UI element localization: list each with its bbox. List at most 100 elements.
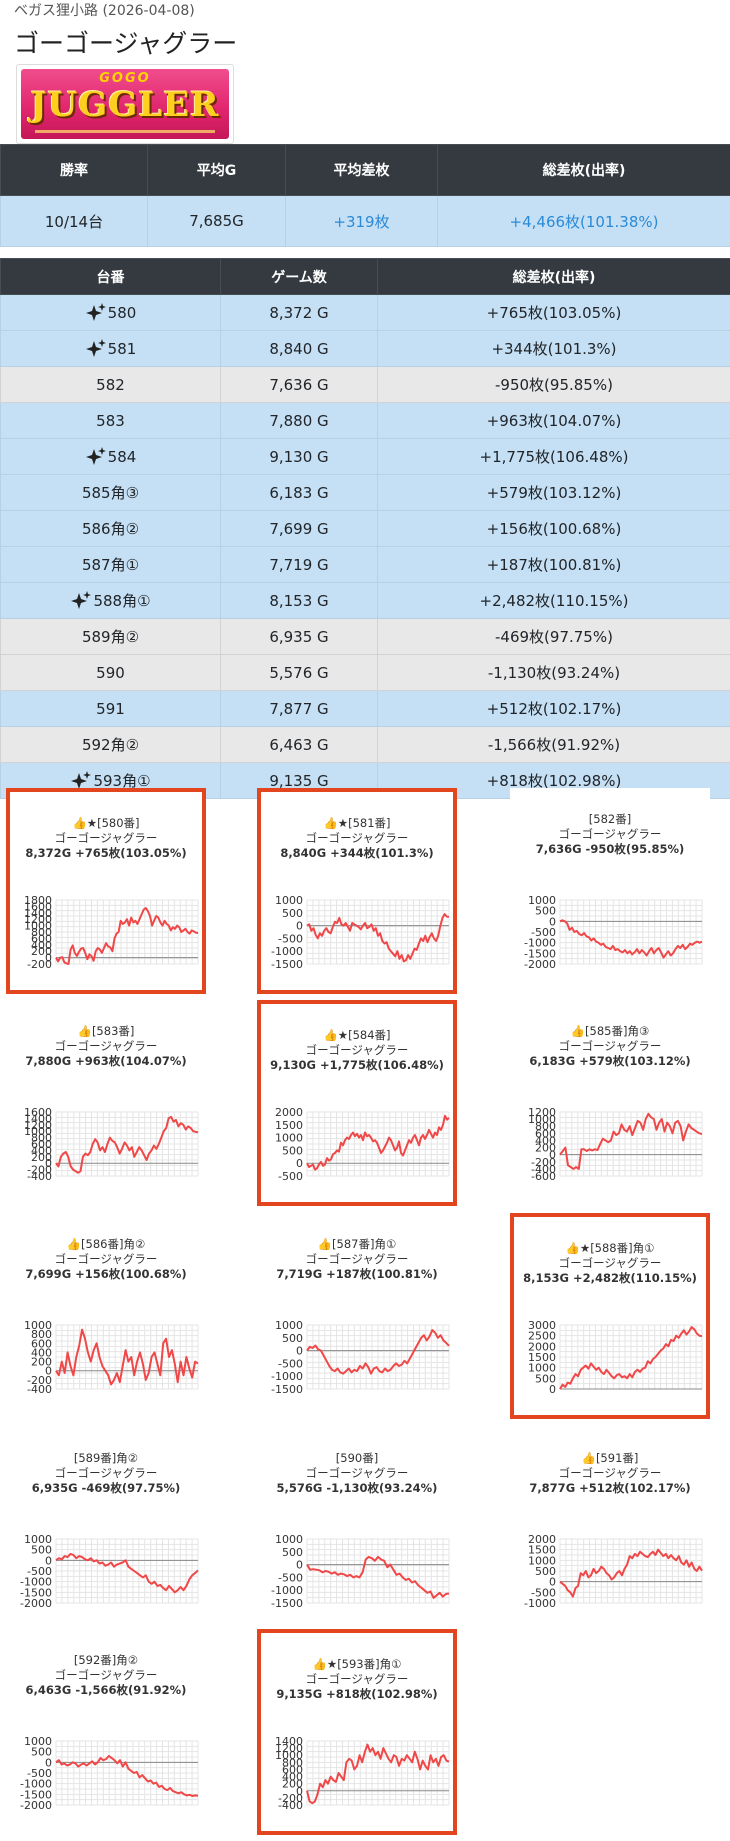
machine-chart-card[interactable]: [590番] ゴーゴージャグラー 5,576G -1,130枚(93.24%) 100… [257, 1427, 457, 1633]
machine-number-cell[interactable]: 581 [0, 330, 221, 367]
chart-label: 👍[583番] [77, 1024, 135, 1038]
table-row[interactable]: 586角② 7,699 G +156枚(100.68%) [0, 510, 730, 547]
machine-number-cell[interactable]: 590 [0, 654, 221, 691]
y-tick-label: 1000 [528, 1113, 556, 1126]
table-row[interactable]: 581 8,840 G +344枚(101.3%) [0, 330, 730, 367]
y-tick-label: -1000 [524, 937, 556, 950]
total-diff-cell: -950枚(95.85%) [377, 366, 730, 403]
machine-number-cell[interactable]: 580 [0, 294, 221, 331]
y-tick-label: 1000 [24, 920, 52, 933]
chart-label: 👍★[580番] [72, 816, 140, 830]
balance-series-line [559, 1112, 703, 1170]
sparkle-icon [85, 447, 107, 465]
machine-chart-card[interactable]: [582番] ゴーゴージャグラー 7,636G -950枚(95.85%) 1000 5… [510, 788, 710, 994]
y-tick-label: 1000 [275, 1749, 303, 1762]
chart-stats: 6,183G +579枚(103.12%) [529, 1054, 691, 1068]
logo-decoration [35, 130, 215, 133]
header-machine-number: 台番 [0, 258, 221, 295]
y-tick-label: 600 [31, 1337, 52, 1350]
table-row[interactable]: 592角② 6,463 G -1,566枚(91.92%) [0, 726, 730, 763]
table-row[interactable]: 585角③ 6,183 G +579枚(103.12%) [0, 474, 730, 511]
y-tick-label: 500 [282, 1546, 303, 1559]
table-row[interactable]: 584 9,130 G +1,775枚(106.48%) [0, 438, 730, 475]
chart-stats: 7,699G +156枚(100.68%) [25, 1267, 187, 1281]
chart-model-name: ゴーゴージャグラー [305, 1672, 409, 1686]
machine-chart-card[interactable]: 👍[585番]角③ ゴーゴージャグラー 6,183G +579枚(103.12%) 1… [510, 1000, 710, 1206]
table-row[interactable]: 589角② 6,935 G -469枚(97.75%) [0, 618, 730, 655]
chart-label: 👍★[588番]角① [565, 1241, 655, 1255]
y-tick-label: 1500 [528, 1351, 556, 1364]
machine-chart-card[interactable]: 👍★[593番]角① ゴーゴージャグラー 9,135G +818枚(102.98%)… [257, 1629, 457, 1835]
game-count-cell: 5,576 G [220, 654, 378, 691]
balance-series-line [306, 1743, 450, 1805]
sparkle-icon [70, 591, 92, 609]
machine-number: 590 [96, 663, 125, 682]
header-total-diff: 総差枚(出率) [437, 144, 730, 196]
y-tick-label: -1000 [271, 945, 303, 958]
machine-number: 581 [107, 340, 137, 358]
y-tick-label: 0 [549, 1383, 556, 1396]
table-row[interactable]: 583 7,880 G +963枚(104.07%) [0, 402, 730, 439]
machine-logo: GOGO JUGGLER [16, 64, 234, 144]
machine-number-cell[interactable]: 583 [0, 402, 221, 439]
machine-number-cell[interactable]: 586角② [0, 510, 221, 547]
header-avg-games: 平均G [147, 144, 286, 196]
machine-chart-card[interactable]: 👍[587番]角① ゴーゴージャグラー 7,719G +187枚(100.81%) 1… [257, 1213, 457, 1419]
machine-chart-card[interactable]: [592番]角② ゴーゴージャグラー 6,463G -1,566枚(91.92%) 1… [6, 1629, 206, 1835]
balance-series-line [55, 907, 199, 965]
machine-number-cell[interactable]: 585角③ [0, 474, 221, 511]
y-tick-label: 0 [45, 1157, 52, 1170]
table-row[interactable]: 590 5,576 G -1,130枚(93.24%) [0, 654, 730, 691]
machine-chart-card[interactable]: 👍★[584番] ゴーゴージャグラー 9,130G +1,775枚(106.48%)… [257, 1000, 457, 1206]
y-tick-label: 400 [31, 939, 52, 952]
balance-series-line [306, 1114, 450, 1171]
y-tick-label: 1400 [24, 1112, 52, 1125]
chart-label: 👍[585番]角③ [570, 1024, 650, 1038]
machine-number-cell[interactable]: 582 [0, 366, 221, 403]
machine-number-cell[interactable]: 591 [0, 690, 221, 727]
machine-chart-card[interactable]: 👍★[588番]角① ゴーゴージャグラー 8,153G +2,482枚(110.15… [510, 1213, 710, 1419]
chart-label: 👍★[581番] [323, 816, 391, 830]
y-tick-label: -200 [278, 1792, 303, 1805]
machine-number-cell[interactable]: 588角① [0, 582, 221, 619]
summary-header-row: 勝率 平均G 平均差枚 総差枚(出率) [0, 144, 730, 196]
machine-chart-card[interactable]: [589番]角② ゴーゴージャグラー 6,935G -469枚(97.75%) 100… [6, 1427, 206, 1633]
y-tick-label: 1000 [275, 1319, 303, 1332]
y-tick-label: -200 [27, 1164, 52, 1177]
machine-number-cell[interactable]: 589角② [0, 618, 221, 655]
table-row[interactable]: 591 7,877 G +512枚(102.17%) [0, 690, 730, 727]
y-tick-label: 1600 [24, 1106, 52, 1119]
y-tick-label: 0 [296, 1785, 303, 1798]
machine-chart-card[interactable]: 👍★[580番] ゴーゴージャグラー 8,372G +765枚(103.05%) 18… [6, 788, 206, 994]
machine-chart-card[interactable]: 👍[591番] ゴーゴージャグラー 7,877G +512枚(102.17%) 200… [510, 1427, 710, 1633]
y-tick-label: 0 [296, 1157, 303, 1170]
balance-series-line [306, 913, 450, 963]
y-tick-label: 1000 [24, 1319, 52, 1332]
table-row[interactable]: 582 7,636 G -950枚(95.85%) [0, 366, 730, 403]
machine-number-cell[interactable]: 584 [0, 438, 221, 475]
game-count-cell: 6,463 G [220, 726, 378, 763]
machine-chart-card[interactable]: 👍[586番]角② ゴーゴージャグラー 7,699G +156枚(100.68%) 1… [6, 1213, 206, 1419]
table-row[interactable]: 587角① 7,719 G +187枚(100.81%) [0, 546, 730, 583]
machine-chart-card[interactable]: 👍★[581番] ゴーゴージャグラー 8,840G +344枚(101.3%) 100… [257, 788, 457, 994]
machine-chart-card[interactable]: 👍[583番] ゴーゴージャグラー 7,880G +963枚(104.07%) 160… [6, 1000, 206, 1206]
table-row[interactable]: 588角① 8,153 G +2,482枚(110.15%) [0, 582, 730, 619]
game-count-cell: 7,719 G [220, 546, 378, 583]
y-tick-label: 1500 [528, 1544, 556, 1557]
balance-series-line [559, 919, 703, 959]
machine-number-cell[interactable]: 587角① [0, 546, 221, 583]
y-tick-label: -500 [278, 1357, 303, 1370]
chart-label: 👍[587番]角① [317, 1237, 397, 1251]
table-row[interactable]: 580 8,372 G +765枚(103.05%) [0, 294, 730, 331]
machine-number-cell[interactable]: 592角② [0, 726, 221, 763]
y-tick-label: 200 [535, 1142, 556, 1155]
sparkle-icon [85, 339, 107, 357]
chart-stats: 7,880G +963枚(104.07%) [25, 1054, 187, 1068]
avg-diff-value: +319枚 [285, 195, 438, 247]
header-game-count: ゲーム数 [220, 258, 378, 295]
